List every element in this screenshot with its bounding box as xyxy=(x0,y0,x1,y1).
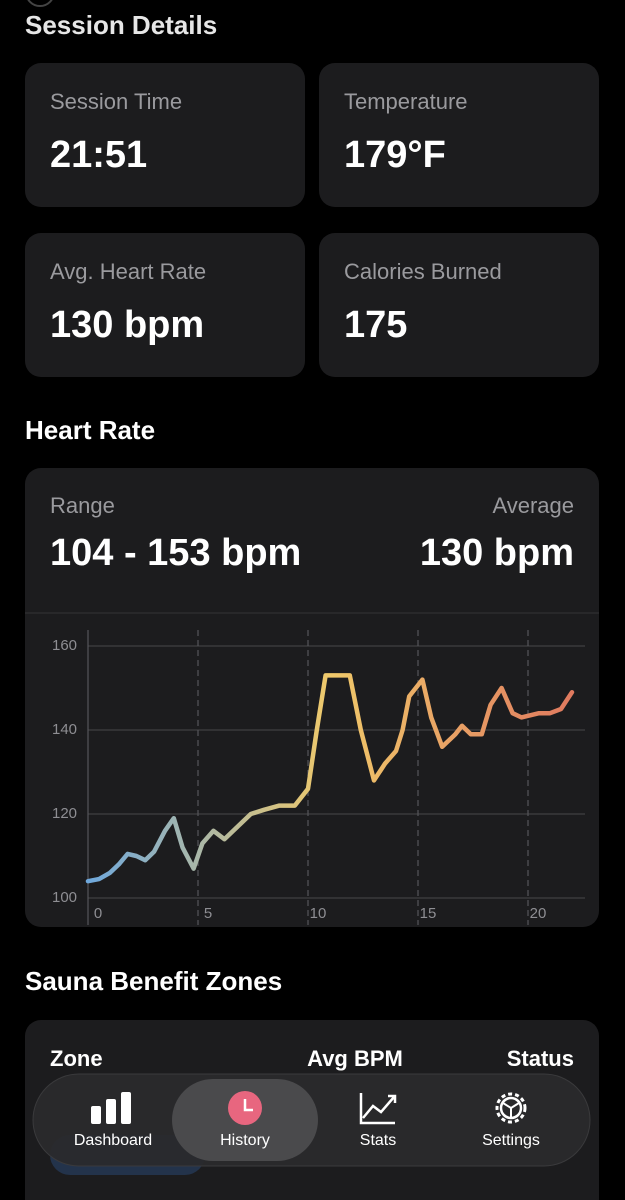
stat-label: Avg. Heart Rate xyxy=(50,259,206,284)
icon xyxy=(243,1099,253,1112)
stat-value: 21:51 xyxy=(50,134,147,176)
stat-label: Session Time xyxy=(50,89,182,114)
tab-label[interactable]: Settings xyxy=(482,1132,540,1149)
icon xyxy=(91,1106,101,1124)
icon xyxy=(359,1093,397,1125)
x-tick-label: 15 xyxy=(420,905,437,922)
icon xyxy=(502,1102,520,1117)
chart-card xyxy=(25,468,599,927)
icon xyxy=(106,1099,116,1124)
tab-label[interactable]: Dashboard xyxy=(74,1132,152,1149)
stat-label: Calories Burned xyxy=(344,259,502,284)
stat-label: Temperature xyxy=(344,89,468,114)
stat-value: 175 xyxy=(344,304,407,346)
tab-label[interactable]: Stats xyxy=(360,1132,396,1149)
section-title: Sauna Benefit Zones xyxy=(25,966,282,996)
stat-value: 130 bpm xyxy=(50,304,204,346)
average-value: 130 bpm xyxy=(420,532,574,574)
stat-card xyxy=(319,63,599,207)
icon xyxy=(499,1096,523,1120)
tab-icons xyxy=(91,1091,527,1125)
y-tick-label: 100 xyxy=(52,889,77,906)
stat-value: 179°F xyxy=(344,134,446,176)
x-tick-label: 5 xyxy=(204,905,212,922)
x-tick-label: 20 xyxy=(530,905,547,922)
y-tick-label: 140 xyxy=(52,721,77,738)
x-tick-label: 0 xyxy=(94,905,102,922)
icon xyxy=(121,1092,131,1124)
column-header: Status xyxy=(507,1046,574,1071)
average-label: Average xyxy=(492,493,574,518)
stat-card xyxy=(25,233,305,377)
column-header: Zone xyxy=(50,1046,103,1071)
stat-card xyxy=(25,63,305,207)
icon xyxy=(495,1092,527,1124)
page-title: Session Details xyxy=(25,10,217,40)
y-tick-label: 120 xyxy=(52,805,77,822)
range-label: Range xyxy=(50,493,115,518)
range-value: 104 - 153 bpm xyxy=(50,532,301,574)
heart-rate-line xyxy=(85,673,575,884)
tab-label[interactable]: History xyxy=(220,1132,270,1149)
stat-card xyxy=(319,233,599,377)
y-tick-label: 160 xyxy=(52,637,77,654)
section-title: Heart Rate xyxy=(25,415,155,445)
column-header: Avg BPM xyxy=(307,1046,403,1071)
avatar-edge xyxy=(27,0,53,7)
x-tick-label: 10 xyxy=(310,905,327,922)
